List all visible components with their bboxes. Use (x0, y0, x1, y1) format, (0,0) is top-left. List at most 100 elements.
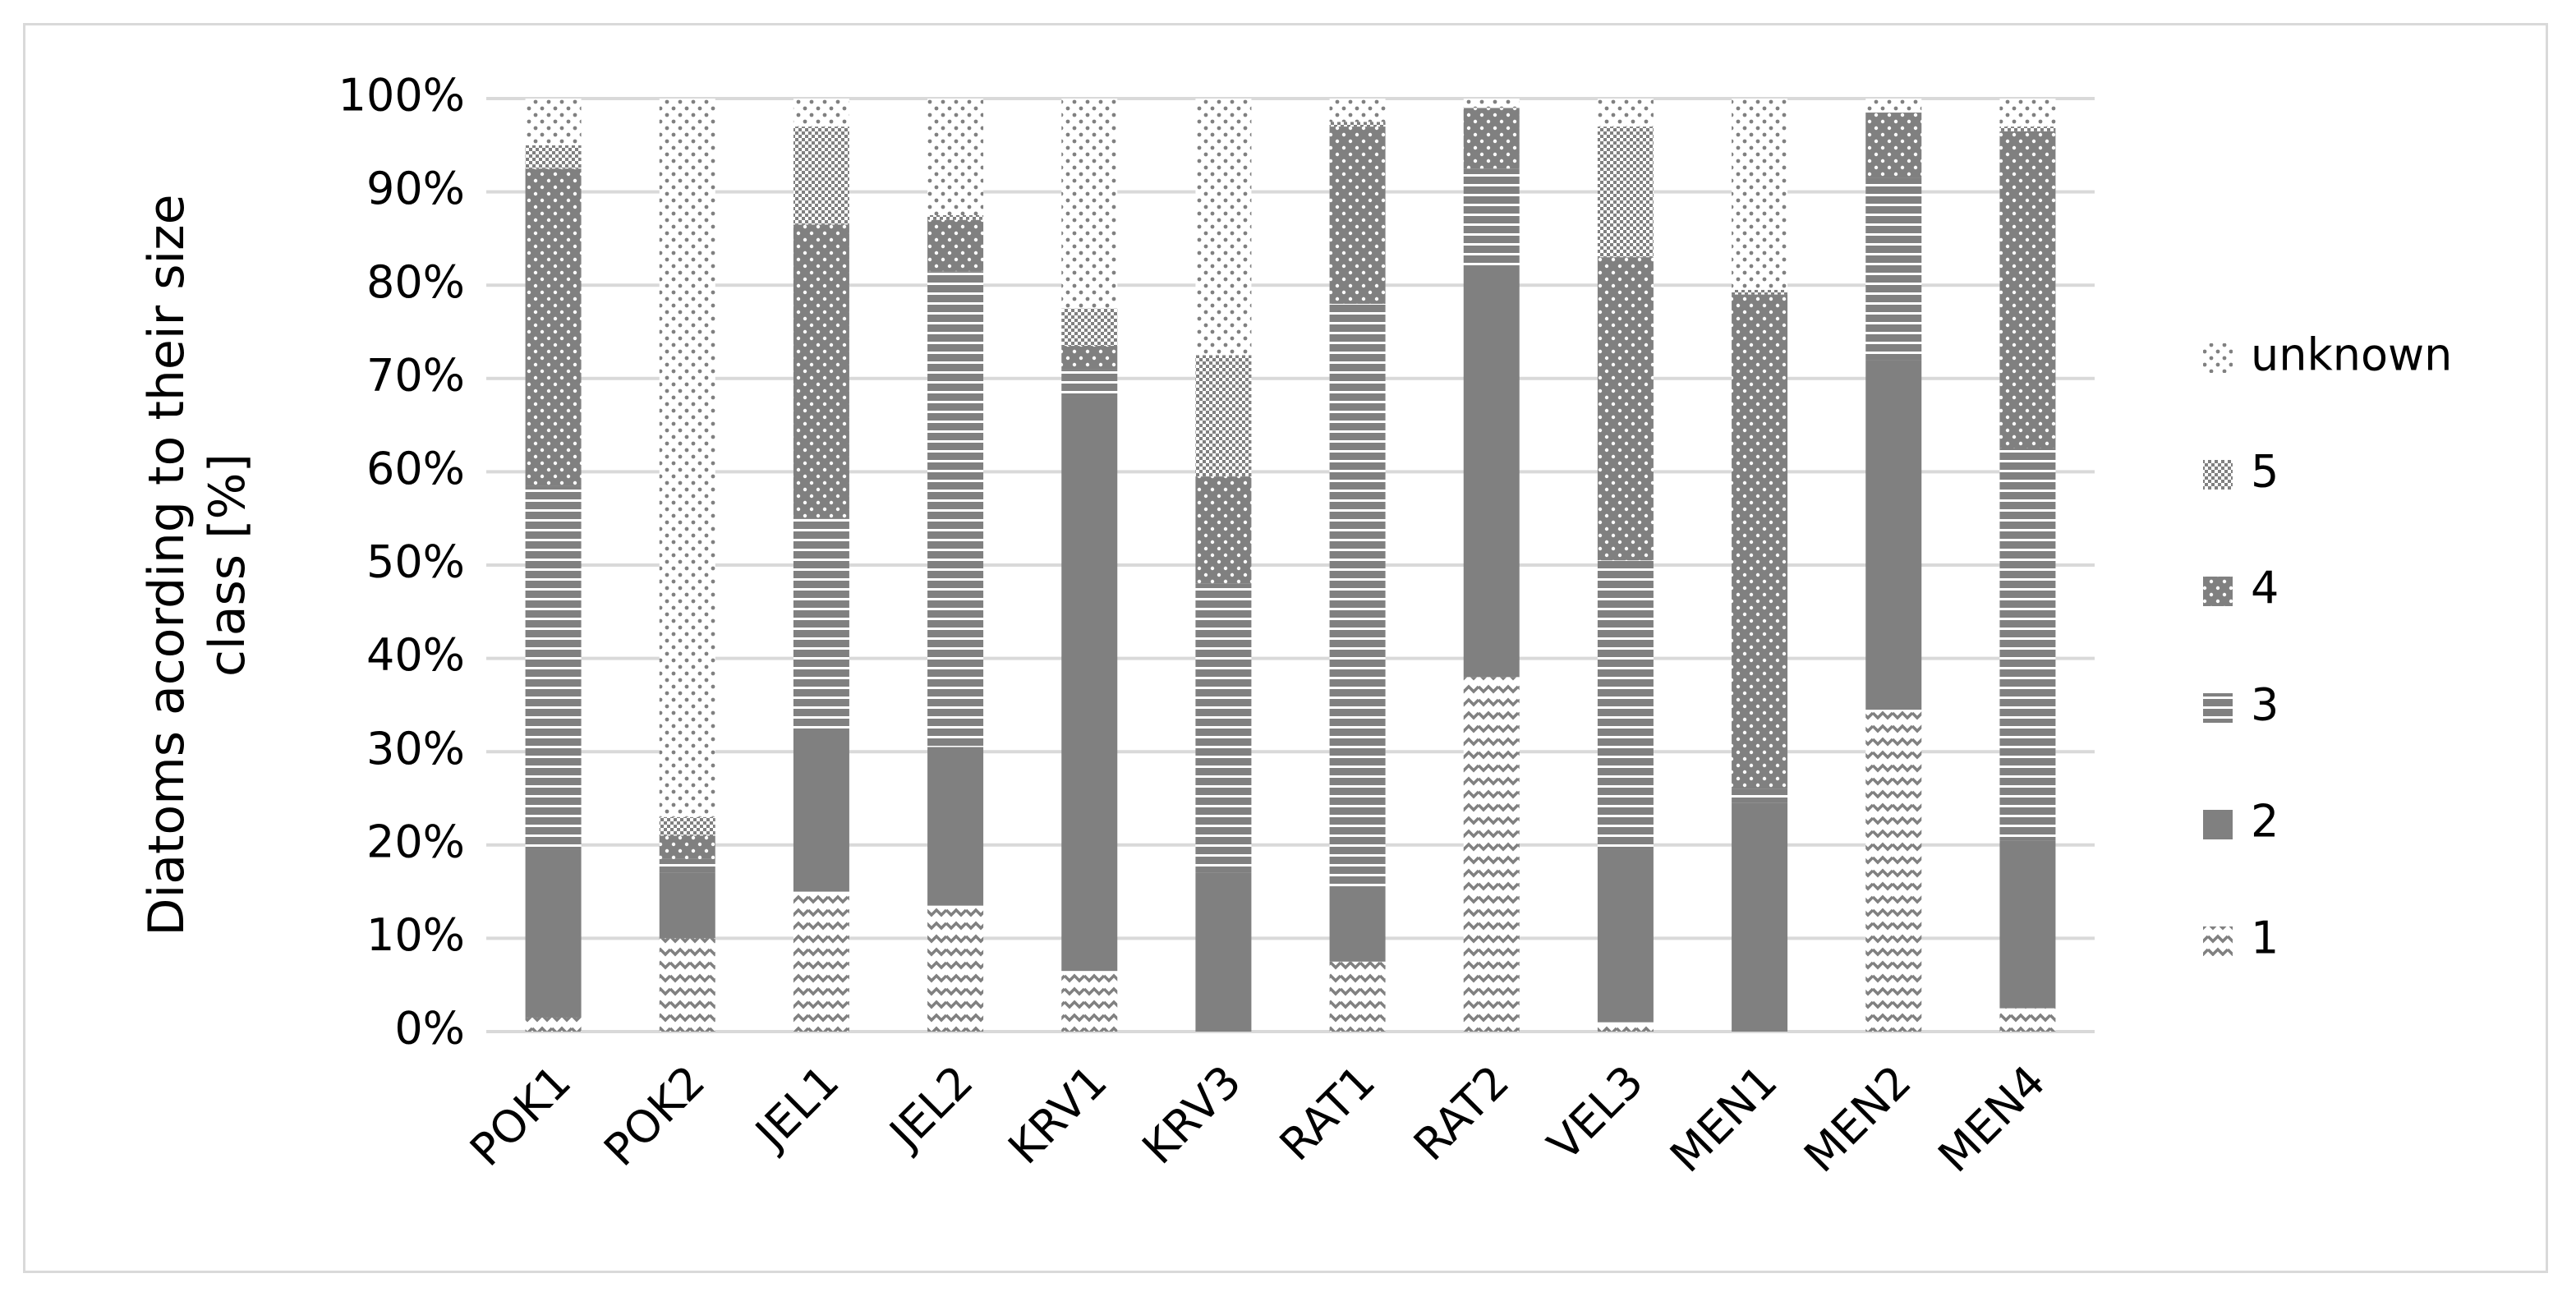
y-tick-label: 20% (366, 816, 465, 867)
bar-segment (1597, 99, 1654, 127)
y-tick-label: 80% (366, 256, 465, 308)
bar-segment (793, 224, 849, 519)
legend-swatch (2203, 343, 2233, 373)
legend-swatch (2203, 926, 2233, 956)
y-tick-label: 30% (366, 723, 465, 775)
bar-segment (793, 126, 849, 225)
x-tick-label: JEL2 (878, 1055, 983, 1161)
bar-segment (1061, 308, 1118, 347)
bar-segment (1999, 99, 2056, 127)
bar-segment (927, 747, 984, 906)
chart-frame (23, 23, 2548, 1273)
bar-segment (1195, 872, 1252, 1032)
x-tick-label: KRV1 (998, 1055, 1116, 1174)
bar-segment (927, 99, 984, 215)
bar-segment (793, 728, 849, 892)
bar-segment (1061, 99, 1118, 309)
bar-segment (525, 145, 582, 169)
bar-segment (1597, 1022, 1654, 1032)
y-tick-label: 90% (366, 163, 465, 214)
bar-segment (1732, 289, 1788, 295)
x-tick-label: POK2 (594, 1055, 715, 1176)
x-tick-label: MEN1 (1660, 1055, 1787, 1182)
bar-segment (1463, 99, 1520, 108)
bar-segment (1597, 560, 1654, 850)
bar-segment (525, 849, 582, 1018)
x-tick-label: RAT1 (1270, 1055, 1385, 1170)
bar-segment (659, 858, 715, 873)
legend-swatch (2203, 693, 2233, 723)
legend-label: 4 (2251, 563, 2279, 614)
bar-segment (1999, 1008, 2056, 1032)
bar-segment (1732, 788, 1788, 803)
bar-segment (1597, 849, 1654, 1023)
y-tick-label: 50% (366, 536, 465, 588)
bar-segment (927, 271, 984, 747)
y-tick-label: 10% (366, 909, 465, 961)
x-tick-label: VEL3 (1538, 1055, 1653, 1170)
legend-swatch (2203, 577, 2233, 606)
legend-label: 1 (2251, 913, 2279, 964)
bar-segment (1061, 971, 1118, 1032)
legend-swatch (2203, 460, 2233, 490)
y-tick-label: 40% (366, 629, 465, 681)
bar-segment (525, 1017, 582, 1032)
bar-segment (927, 219, 984, 272)
bar-segment (793, 518, 849, 729)
bar-segment (1061, 397, 1118, 972)
bar-segment (793, 99, 849, 127)
bar-segment (1061, 369, 1118, 398)
bar-segment (1329, 122, 1386, 127)
bar-segment (1195, 355, 1252, 477)
bar-segment (1463, 677, 1520, 1032)
bar-segment (1597, 126, 1654, 258)
x-tick-label: MEN2 (1794, 1055, 1920, 1182)
legend-label: unknown (2251, 329, 2452, 381)
y-tick-label: 60% (366, 443, 465, 494)
legend-label: 2 (2251, 796, 2279, 848)
bar-segment (525, 485, 582, 850)
bar-segment (793, 891, 849, 1032)
bar-segment (1865, 113, 1922, 178)
bar-segment (525, 168, 582, 486)
bar-segment (927, 905, 984, 1032)
bar-segment (1329, 961, 1386, 1032)
bar-segment (1865, 360, 1922, 710)
bar-segment (525, 99, 582, 145)
x-tick-label: KRV3 (1133, 1055, 1251, 1174)
bar-segment (1463, 168, 1520, 267)
bar-segment (1597, 257, 1654, 561)
bar-segment (1329, 99, 1386, 122)
bar-segment (659, 816, 715, 836)
bar-segment (1329, 126, 1386, 304)
legend-swatch (2203, 810, 2233, 839)
x-tick-label: RAT2 (1404, 1055, 1519, 1170)
bar-segment (1329, 886, 1386, 962)
bar-segment (1732, 99, 1788, 290)
y-tick-label: 100% (338, 70, 465, 122)
bar-segment (659, 835, 715, 859)
bar-segment (1732, 802, 1788, 1032)
bar-segment (659, 99, 715, 817)
bar-segment (1865, 99, 1922, 113)
x-tick-label: JEL1 (744, 1055, 849, 1161)
legend-label: 5 (2251, 446, 2279, 498)
x-tick-label: MEN4 (1928, 1055, 2054, 1182)
bar-segment (1865, 710, 1922, 1032)
bar-segment (927, 215, 984, 220)
bar-segment (1195, 476, 1252, 584)
bar-segment (1999, 448, 2056, 841)
bar-segment (659, 872, 715, 939)
bar-segment (1999, 131, 2056, 448)
bar-segment (1195, 99, 1252, 356)
bar-segment (1329, 303, 1386, 887)
bar-segment (1195, 583, 1252, 873)
bar-segment (1061, 346, 1118, 370)
bar-segment (1999, 126, 2056, 131)
y-tick-label: 0% (394, 1003, 465, 1055)
y-tick-label: 70% (366, 349, 465, 401)
legend-label: 3 (2251, 679, 2279, 731)
bar-segment (1732, 294, 1788, 789)
